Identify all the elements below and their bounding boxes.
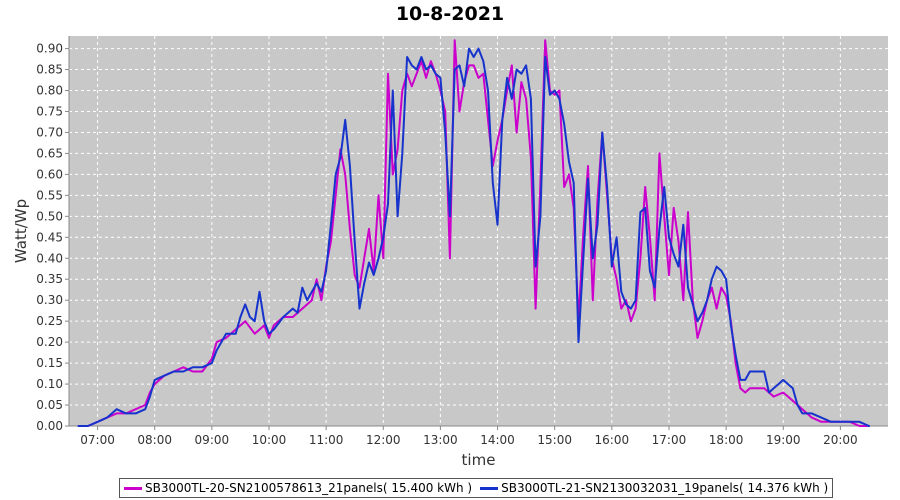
x-tick-label: 13:00	[423, 433, 458, 447]
y-tick-label: 0.55	[36, 188, 63, 202]
legend-swatch	[480, 486, 499, 490]
series-line-2	[77, 47, 870, 427]
y-tick-label: 0.25	[36, 314, 63, 328]
y-tick-label: 0.30	[36, 293, 63, 307]
y-tick-label: 0.05	[36, 398, 63, 412]
y-tick-label: 0.40	[36, 251, 63, 265]
x-tick-label: 11:00	[309, 433, 344, 447]
y-tick-label: 0.50	[36, 209, 63, 223]
y-axis-label: Watt/Wp	[12, 199, 30, 263]
series-lines	[77, 39, 870, 427]
x-tick-label: 09:00	[195, 433, 230, 447]
x-tick-label: 10:00	[252, 433, 287, 447]
y-tick-label: 0.70	[36, 125, 63, 139]
x-tick-label: 08:00	[137, 433, 172, 447]
legend-label: SB3000TL-20-SN2100578613_21panels( 15.40…	[145, 481, 473, 495]
y-tick-label: 0.60	[36, 167, 63, 181]
line-chart: 0.00 0.05 0.10 0.15 0.20 0.25 0.30 0.35 0.40 0.45…	[12, 36, 888, 469]
y-tick-label: 0.45	[36, 230, 63, 244]
x-tick-label: 07:00	[80, 433, 115, 447]
y-tick-label: 0.80	[36, 84, 63, 98]
y-tick-label: 0.15	[36, 356, 63, 370]
x-axis-label: time	[462, 451, 496, 469]
legend-swatch	[124, 486, 142, 490]
x-tick-label: 16:00	[595, 433, 630, 447]
x-tick-label: 20:00	[823, 433, 858, 447]
y-tick-label: 0.00	[36, 419, 63, 433]
x-tick-label: 15:00	[537, 433, 572, 447]
y-axis-ticks: 0.00 0.05 0.10 0.15 0.20 0.25 0.30 0.35 0.40 0.45…	[36, 42, 69, 433]
legend-label: SB3000TL-21-SN2130032031_19panels( 14.37…	[501, 481, 829, 495]
y-tick-label: 0.20	[36, 335, 63, 349]
plot-area	[69, 36, 888, 426]
x-axis-ticks: 07:00 08:00 09:00 10:00 11:00 12:00 13:00 14:00…	[80, 426, 858, 447]
x-tick-label: 17:00	[652, 433, 687, 447]
y-tick-label: 0.85	[36, 63, 63, 77]
grid	[69, 36, 888, 427]
axes	[68, 36, 888, 427]
y-tick-label: 0.90	[36, 42, 63, 56]
y-tick-label: 0.10	[36, 377, 63, 391]
x-tick-label: 12:00	[366, 433, 401, 447]
x-tick-label: 18:00	[709, 433, 744, 447]
legend: SB3000TL-20-SN2100578613_21panels( 15.40…	[119, 478, 834, 498]
y-tick-label: 0.35	[36, 272, 63, 286]
legend-item: SB3000TL-20-SN2100578613_21panels( 15.40…	[124, 481, 472, 495]
y-tick-label: 0.75	[36, 104, 63, 118]
x-tick-label: 19:00	[766, 433, 801, 447]
legend-item: SB3000TL-21-SN2130032031_19panels( 14.37…	[480, 481, 828, 495]
chart-title: 10-8-2021	[395, 3, 505, 25]
y-tick-label: 0.65	[36, 146, 63, 160]
x-tick-label: 14:00	[480, 433, 515, 447]
